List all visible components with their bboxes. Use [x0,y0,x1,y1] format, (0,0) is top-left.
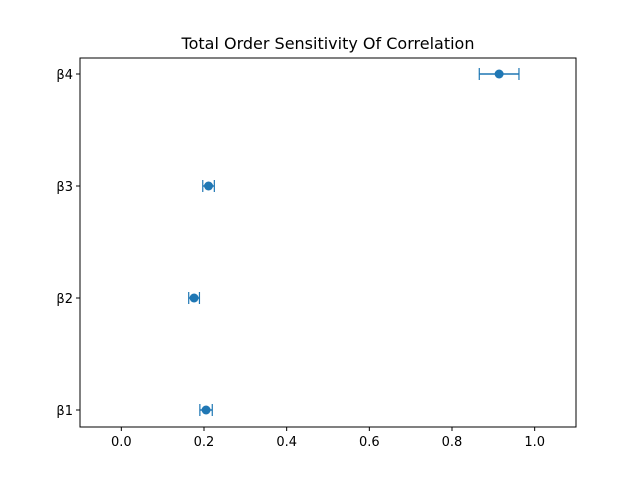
x-tick-label: 0.4 [276,435,297,450]
x-tick-label: 0.8 [442,435,463,450]
x-tick-label: 0.0 [111,435,132,450]
data-point [494,69,504,79]
y-tick-label: β2 [56,292,73,307]
data-point [204,181,214,191]
x-tick-label: 0.2 [194,435,215,450]
y-tick-label: β3 [56,180,73,195]
y-tick-label: β4 [56,68,73,83]
x-tick-label: 1.0 [524,435,545,450]
x-tick-label: 0.6 [359,435,380,450]
y-tick-label: β1 [56,404,73,419]
data-point [189,293,199,303]
chart-title: Total Order Sensitivity Of Correlation [181,34,475,53]
plot-area: 0.0 0.2 0.4 0.6 0.8 1.0 β1 β2 β3 β4 [56,68,545,450]
axes-frame [79,57,577,428]
data-point [201,405,211,415]
